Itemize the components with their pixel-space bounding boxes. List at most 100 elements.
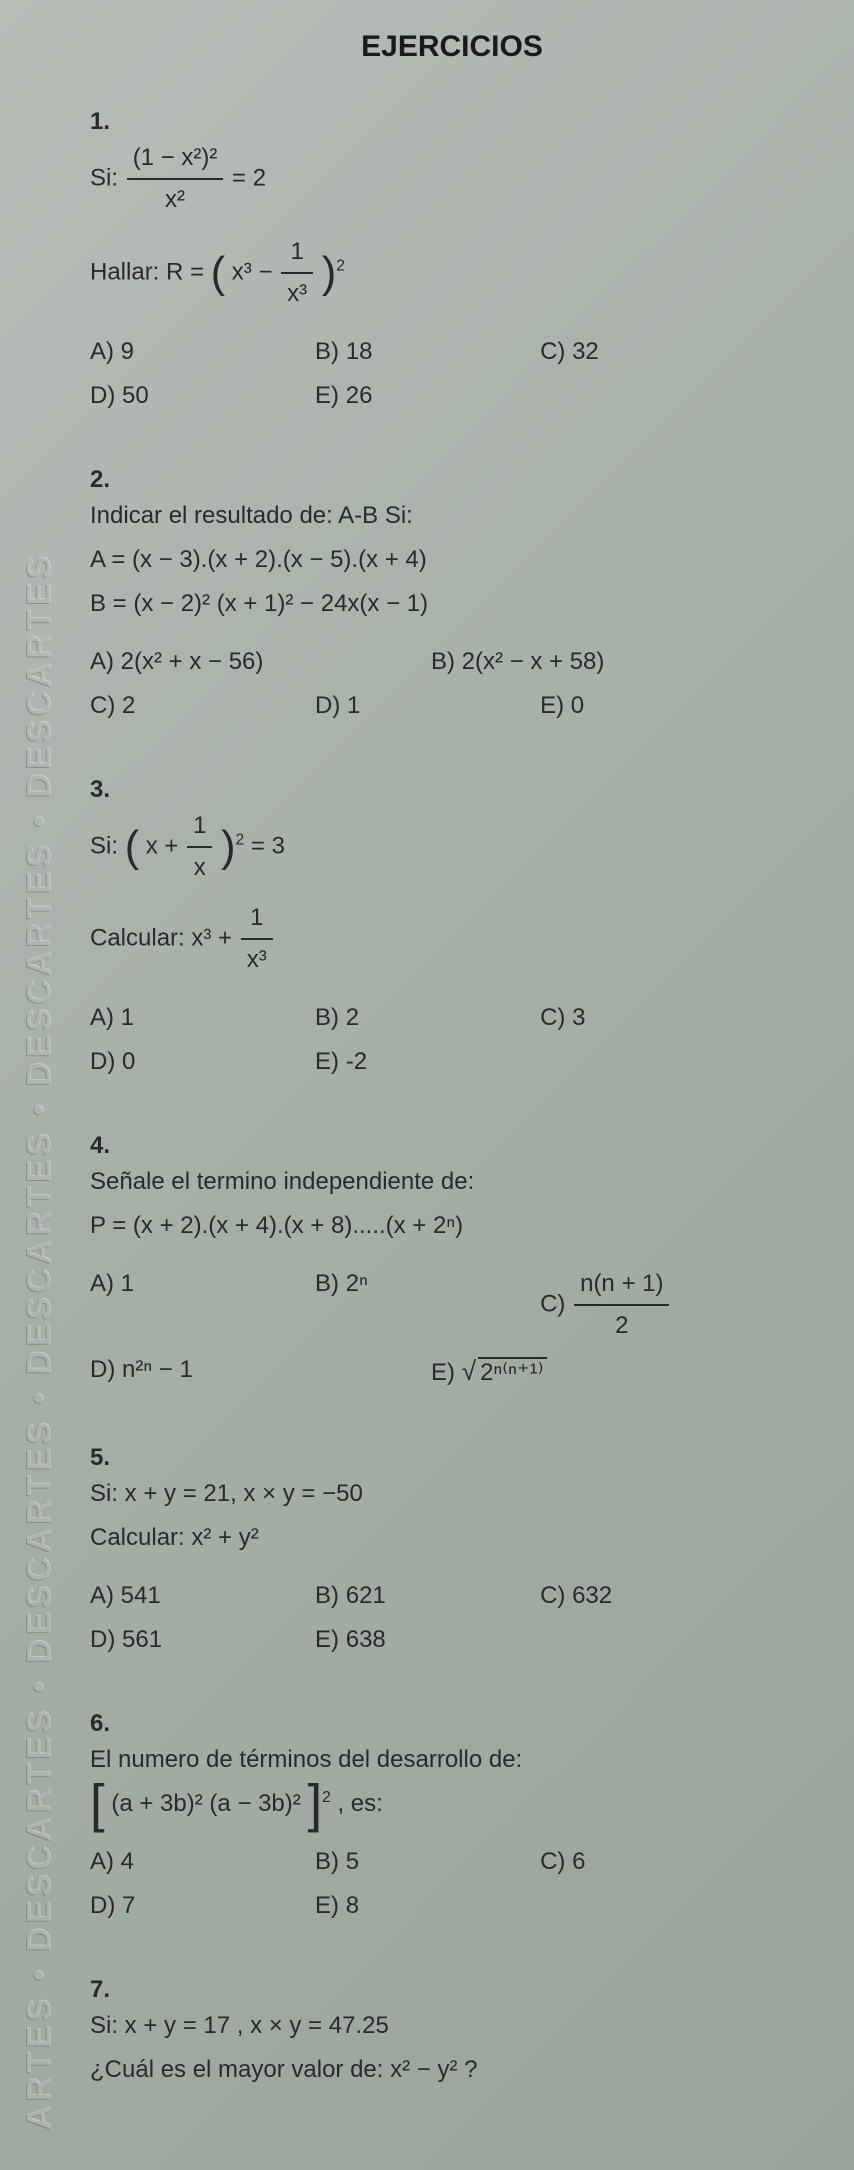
choices: A) 1 B) 2ⁿ C) n(n + 1) 2 D) n²ⁿ − 1 E) 2…	[90, 1262, 772, 1396]
choice-d: D) 7	[90, 1884, 315, 1928]
numerator: n(n + 1)	[574, 1266, 669, 1306]
choice-d: D) 50	[90, 374, 315, 418]
paren-close: )	[322, 249, 336, 297]
choice-b: B) 2ⁿ	[315, 1262, 540, 1348]
choice-e: E) 8	[315, 1884, 540, 1928]
exponent: 2	[336, 257, 345, 274]
calc: Calcular: x² + y²	[90, 1520, 772, 1556]
expr-inner: (a + 3b)² (a − 3b)²	[111, 1790, 300, 1817]
exponent: 2	[236, 831, 245, 848]
choice-c: C) 2	[90, 684, 315, 728]
page-title: EJERCICIOS	[90, 30, 814, 64]
denominator: 2	[574, 1306, 669, 1344]
calc-label: Calcular: x³ +	[90, 924, 232, 951]
denominator: x³	[281, 274, 313, 312]
choice-c: C) 6	[540, 1840, 765, 1884]
paren-open: (	[211, 249, 225, 297]
bracket-open: [	[90, 1774, 105, 1833]
choice-e: E) 0	[540, 684, 765, 728]
equals-rhs: = 3	[251, 832, 285, 859]
expr-a: A = (x − 3).(x + 2).(x − 5).(x + 4)	[90, 542, 772, 578]
problem-number: 6.	[90, 1706, 128, 1742]
problem-4: 4. Señale el termino independiente de: P…	[90, 1128, 814, 1396]
numerator: 1	[281, 234, 313, 274]
paren-close: )	[221, 823, 235, 871]
choice-a: A) 1	[90, 996, 315, 1040]
problem-number: 5.	[90, 1440, 128, 1476]
choice-label: E)	[431, 1359, 455, 1386]
fraction: n(n + 1) 2	[574, 1266, 669, 1344]
equals-rhs: = 2	[232, 164, 266, 191]
exponent: 2	[322, 1789, 331, 1806]
stem: El numero de términos del desarrollo de:	[90, 1742, 772, 1778]
choice-e: E) 2ⁿ⁽ⁿ⁺¹⁾	[431, 1348, 772, 1396]
denominator: x²	[127, 180, 224, 218]
choice-e: E) 638	[315, 1618, 540, 1662]
problem-number: 3.	[90, 772, 128, 808]
hallar-label: Hallar: R =	[90, 258, 204, 285]
sqrt-icon	[462, 1359, 476, 1386]
problem-3: 3. Si: ( x + 1 x )2 = 3 Calcular: x³ + 1…	[90, 772, 814, 1084]
problem-6: 6. El numero de términos del desarrollo …	[90, 1706, 814, 1928]
stem: Señale el termino independiente de:	[90, 1164, 772, 1200]
fraction: 1 x³	[241, 900, 273, 978]
choices: A) 4 B) 5 C) 6 D) 7 E) 8	[90, 1840, 772, 1928]
choice-e: E) -2	[315, 1040, 540, 1084]
expr-b: B = (x − 2)² (x + 1)² − 24x(x − 1)	[90, 586, 772, 622]
stem: Si: x + y = 17 , x × y = 47.25	[90, 2008, 772, 2044]
choices: A) 541 B) 621 C) 632 D) 561 E) 638	[90, 1574, 772, 1662]
choice-e: E) 26	[315, 374, 540, 418]
choice-d: D) n²ⁿ − 1	[90, 1348, 431, 1396]
fraction: (1 − x²)² x²	[127, 140, 224, 218]
choices: A) 9 B) 18 C) 32 D) 50 E) 26	[90, 330, 772, 418]
choice-a: A) 1	[90, 1262, 315, 1348]
numerator: 1	[241, 900, 273, 940]
choice-b: B) 2	[315, 996, 540, 1040]
choice-c: C) 32	[540, 330, 765, 374]
choices: A) 2(x² + x − 56) B) 2(x² − x + 58) C) 2…	[90, 640, 772, 728]
choice-a: A) 2(x² + x − 56)	[90, 640, 431, 684]
choice-b: B) 2(x² − x + 58)	[431, 640, 772, 684]
problem-number: 7.	[90, 1972, 128, 2008]
problem-2: 2. Indicar el resultado de: A-B Si: A = …	[90, 462, 814, 728]
choice-d: D) 1	[315, 684, 540, 728]
bracket-close: ]	[307, 1774, 322, 1833]
denominator: x	[187, 848, 212, 886]
sqrt-body: 2ⁿ⁽ⁿ⁺¹⁾	[478, 1357, 547, 1386]
choices: A) 1 B) 2 C) 3 D) 0 E) -2	[90, 996, 772, 1084]
expr-part: x +	[146, 832, 179, 859]
problem-number: 1.	[90, 104, 128, 140]
fraction: 1 x	[187, 808, 212, 886]
stem: Indicar el resultado de: A-B Si:	[90, 498, 772, 534]
choice-a: A) 541	[90, 1574, 315, 1618]
problem-5: 5. Si: x + y = 21, x × y = −50 Calcular:…	[90, 1440, 814, 1662]
expr-tail: , es:	[337, 1790, 382, 1817]
choice-a: A) 4	[90, 1840, 315, 1884]
problem-1: 1. Si: (1 − x²)² x² = 2 Hallar: R = ( x³…	[90, 104, 814, 418]
problem-number: 2.	[90, 462, 128, 498]
choice-a: A) 9	[90, 330, 315, 374]
denominator: x³	[241, 940, 273, 978]
fraction: 1 x³	[281, 234, 313, 312]
expr-part: x³ −	[232, 258, 273, 285]
paren-open: (	[125, 823, 139, 871]
stem: Si: x + y = 21, x × y = −50	[90, 1476, 772, 1512]
problem-number: 4.	[90, 1128, 128, 1164]
choice-label: C)	[540, 1290, 565, 1317]
choice-d: D) 0	[90, 1040, 315, 1084]
choice-c: C) n(n + 1) 2	[540, 1262, 765, 1348]
question: ¿Cuál es el mayor valor de: x² − y² ?	[90, 2052, 772, 2088]
numerator: (1 − x²)²	[127, 140, 224, 180]
choice-b: B) 621	[315, 1574, 540, 1618]
choice-b: B) 18	[315, 330, 540, 374]
problem-7: 7. Si: x + y = 17 , x × y = 47.25 ¿Cuál …	[90, 1972, 814, 2096]
choice-c: C) 3	[540, 996, 765, 1040]
choice-b: B) 5	[315, 1840, 540, 1884]
si-label: Si:	[90, 164, 118, 191]
choice-d: D) 561	[90, 1618, 315, 1662]
si-label: Si:	[90, 832, 118, 859]
side-watermark: ARTES • DESCARTES • DESCARTES • DESCARTE…	[10, 0, 70, 2170]
expr: P = (x + 2).(x + 4).(x + 8).....(x + 2ⁿ)	[90, 1208, 772, 1244]
choice-c: C) 632	[540, 1574, 765, 1618]
numerator: 1	[187, 808, 212, 848]
